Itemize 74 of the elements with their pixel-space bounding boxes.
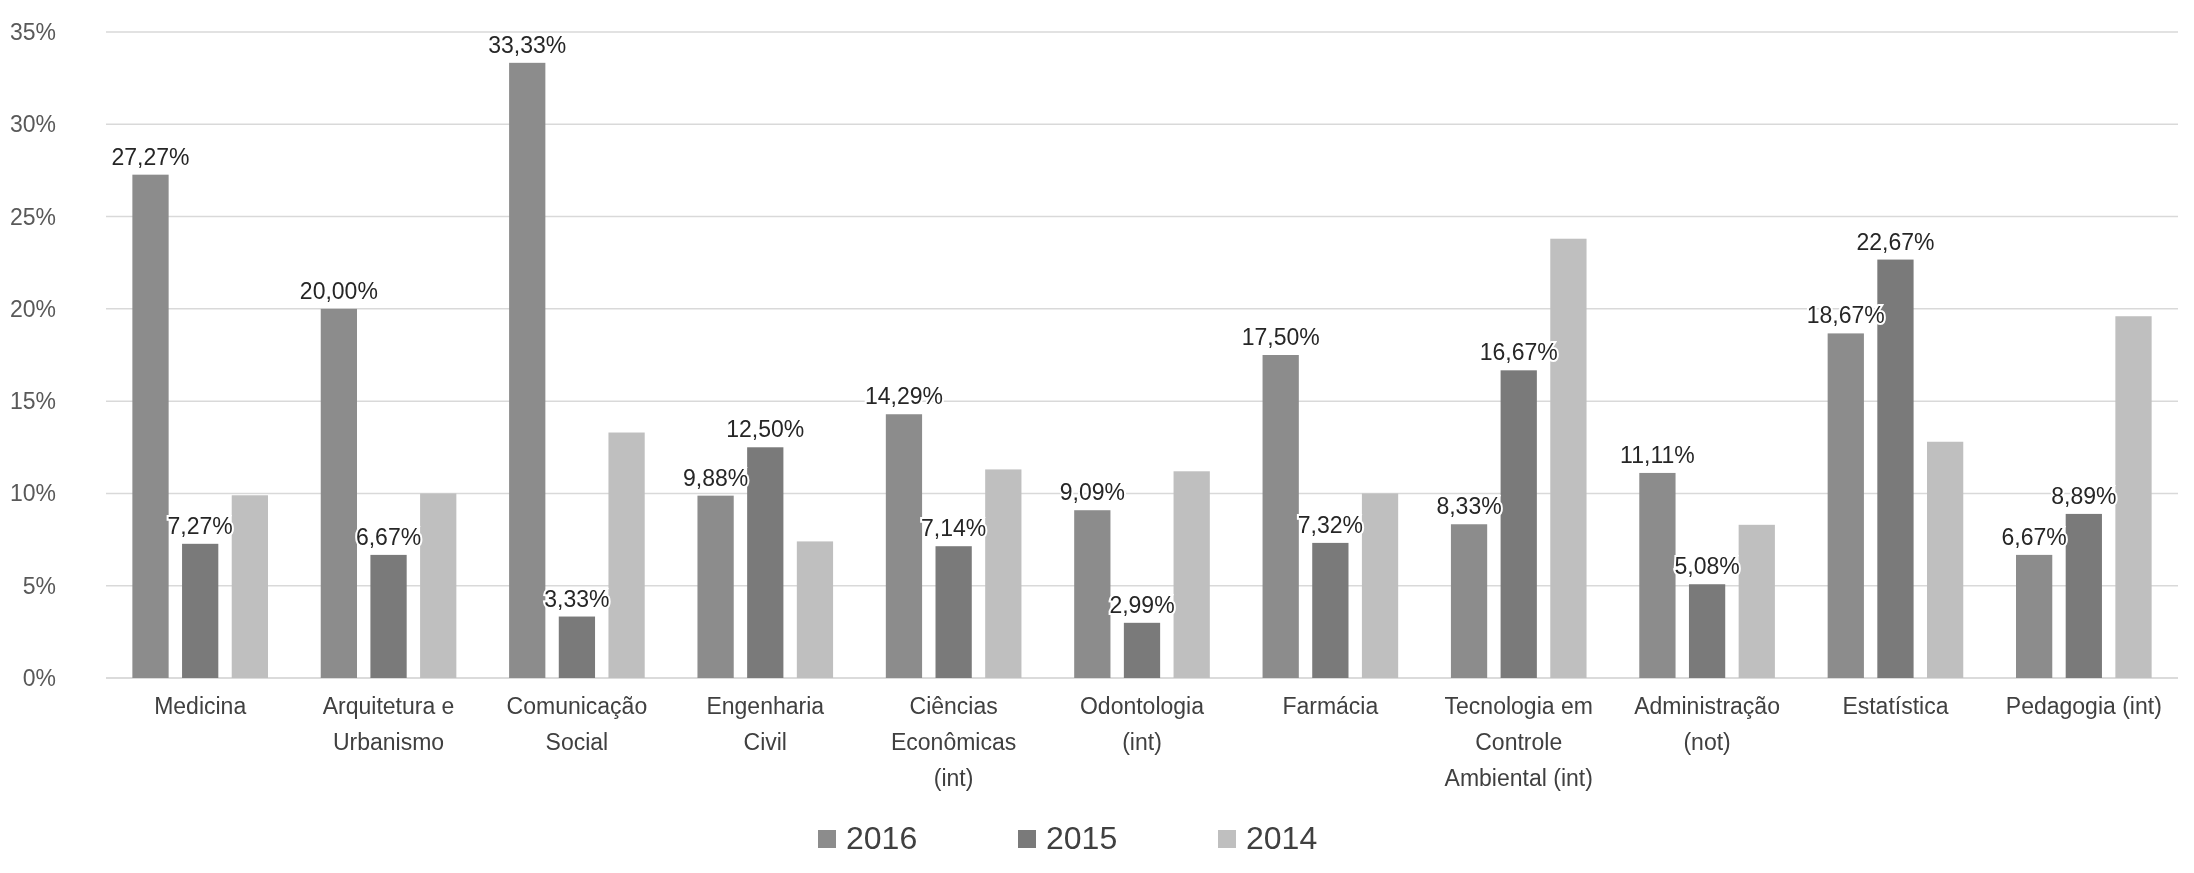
data-label: 6,67% bbox=[355, 523, 422, 550]
bar bbox=[370, 554, 407, 678]
bar bbox=[747, 447, 784, 678]
data-label: 14,29% bbox=[864, 383, 943, 410]
bar bbox=[1074, 510, 1111, 678]
bar bbox=[697, 495, 734, 678]
bar bbox=[1262, 355, 1299, 678]
data-label: 33,33% bbox=[488, 31, 567, 58]
data-label: 3,33% bbox=[544, 585, 610, 612]
legend-label: 2014 bbox=[1246, 820, 1318, 857]
x-tick-label: Medicina bbox=[154, 693, 247, 719]
bar bbox=[885, 414, 923, 678]
bar bbox=[1927, 441, 1964, 678]
data-label: 12,50% bbox=[726, 416, 805, 443]
bar bbox=[1688, 584, 1726, 678]
bar bbox=[608, 432, 645, 678]
bar bbox=[1173, 471, 1210, 678]
data-label: 5,08% bbox=[1674, 553, 1740, 580]
data-label: 6,67% bbox=[2001, 523, 2067, 550]
x-tick-label: Comunicação Social bbox=[506, 693, 648, 755]
bar bbox=[1361, 493, 1399, 678]
y-tick-label: 30% bbox=[9, 111, 56, 138]
legend-label: 2015 bbox=[1046, 820, 1118, 857]
data-label: 7,14% bbox=[921, 515, 987, 542]
bar bbox=[182, 543, 219, 678]
bar bbox=[509, 62, 546, 678]
data-label: 7,27% bbox=[167, 512, 233, 539]
x-tick-label: Pedagogia (int) bbox=[2005, 693, 2162, 719]
bar bbox=[320, 308, 357, 678]
x-tick-label: Tecnologia em Controle Ambiental (int) bbox=[1444, 693, 1593, 791]
bar bbox=[132, 174, 169, 678]
data-label: 9,88% bbox=[682, 464, 749, 491]
bar bbox=[1738, 524, 1775, 678]
bar bbox=[1500, 370, 1537, 678]
y-tick-label: 15% bbox=[9, 388, 56, 415]
y-tick-label: 10% bbox=[9, 480, 56, 507]
bar bbox=[558, 616, 596, 678]
x-tick-label: Estatística bbox=[1842, 693, 1949, 719]
data-label: 2,99% bbox=[1109, 591, 1175, 618]
bar bbox=[2115, 316, 2152, 678]
x-tick-label: Engenharia Civil bbox=[706, 693, 825, 755]
bar bbox=[231, 495, 268, 678]
y-tick-label: 20% bbox=[9, 295, 56, 322]
bar bbox=[1123, 622, 1161, 678]
data-label: 9,09% bbox=[1059, 479, 1125, 506]
bar bbox=[935, 546, 972, 678]
data-label: 17,50% bbox=[1241, 324, 1320, 350]
bar bbox=[796, 541, 834, 678]
x-tick-label: Administração (not) bbox=[1634, 693, 1780, 755]
bar bbox=[2016, 554, 2053, 678]
legend-label: 2016 bbox=[846, 820, 918, 857]
y-tick-label: 35% bbox=[9, 19, 56, 46]
data-label: 8,89% bbox=[2051, 482, 2117, 509]
data-label: 8,33% bbox=[1436, 493, 1502, 520]
y-tick-label: 25% bbox=[9, 203, 56, 230]
data-label: 16,67% bbox=[1479, 339, 1558, 366]
bar bbox=[2065, 513, 2102, 678]
x-tick-label: Odontologia (int) bbox=[1079, 693, 1205, 755]
bar bbox=[1827, 333, 1864, 678]
y-tick-label: 0% bbox=[22, 665, 56, 692]
x-tick-label: Arquitetura e Urbanismo bbox=[322, 693, 455, 755]
data-label: 7,32% bbox=[1297, 511, 1363, 538]
x-tick-label: Ciências Econômicas (int) bbox=[891, 693, 1017, 791]
x-tick-label: Farmácia bbox=[1282, 693, 1379, 719]
bar bbox=[985, 469, 1022, 678]
data-label: 20,00% bbox=[299, 277, 378, 304]
bar bbox=[1450, 524, 1488, 678]
data-label: 27,27% bbox=[111, 143, 190, 170]
data-label: 11,11% bbox=[1620, 441, 1695, 468]
data-label: 22,67% bbox=[1856, 228, 1935, 255]
bar bbox=[1312, 542, 1349, 678]
bar bbox=[420, 493, 457, 678]
y-tick-label: 5% bbox=[22, 572, 56, 599]
bar bbox=[1639, 472, 1676, 678]
